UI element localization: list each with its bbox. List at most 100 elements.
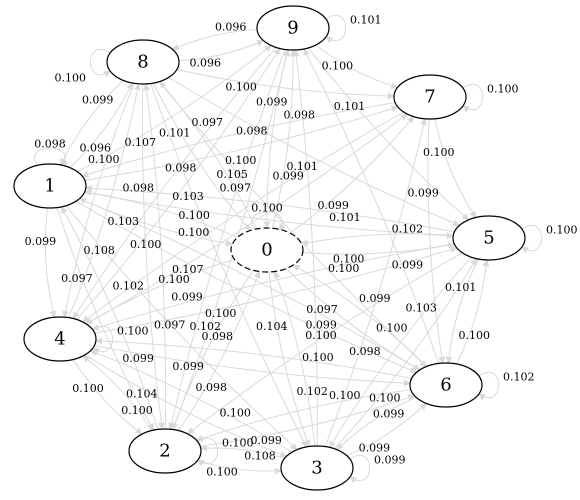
edge-weight-9-to-8: 0.096 [215, 21, 247, 34]
node-1: 1 [13, 163, 87, 209]
edge-weight-7-to-4: 0.101 [286, 160, 318, 173]
edge-7-to-6 [427, 118, 446, 364]
edge-6-to-4 [95, 337, 412, 379]
edge-weight-0-to-5: 0.100 [333, 253, 365, 266]
node-9-ellipse [256, 5, 330, 51]
edge-weight-6-to-1: 0.097 [306, 303, 338, 316]
node-4-label: 4 [54, 329, 65, 350]
edge-3-to-5 [334, 258, 477, 450]
edge-6-to-0 [292, 264, 428, 367]
edge-7-to-1 [81, 102, 396, 178]
node-0-label: 0 [261, 240, 272, 261]
edge-8-to-2 [141, 83, 165, 430]
node-3-ellipse [280, 445, 354, 491]
edge-weight-4-to-5: 0.102 [190, 320, 222, 333]
edge-1-to-5 [84, 191, 454, 240]
edge-weight-1-to-2: 0.097 [61, 272, 93, 285]
node-6: 6 [409, 362, 483, 408]
edge-weight-5-to-4: 0.100 [328, 262, 360, 275]
edge-3-to-2 [200, 444, 285, 459]
edge-weight-8-to-1: 0.099 [82, 93, 114, 106]
edge-weight-3-to-7: 0.098 [349, 345, 381, 358]
node-8: 8 [106, 39, 180, 85]
edge-0-to-5 [302, 241, 456, 255]
edge-weight-1-to-0: 0.103 [108, 215, 140, 228]
self-loop-6 [478, 371, 499, 401]
node-0: 0 [230, 227, 304, 273]
edge-weight-2-to-8: 0.097 [154, 318, 186, 331]
edge-weight-1-to-9: 0.107 [125, 136, 157, 149]
self-loop-8 [90, 48, 111, 78]
edge-1-to-6 [75, 200, 418, 374]
node-0-ellipse [230, 227, 304, 273]
edge-weight-8-to-7: 0.100 [225, 80, 257, 93]
edge-weight-4-to-3: 0.104 [126, 388, 158, 401]
self-loop-7 [462, 83, 483, 113]
node-1-label: 1 [44, 176, 55, 197]
edge-weight-6-to-3: 0.099 [373, 408, 405, 421]
node-7-ellipse [393, 74, 467, 120]
edge-weight-8-to-0: 0.101 [159, 127, 191, 140]
edge-weight-8-to-5: 0.098 [236, 124, 268, 137]
edge-weight-9-to-5: 0.101 [334, 100, 366, 113]
edge-weight-9-to-2: 0.100 [225, 154, 257, 167]
edge-5-to-6 [445, 258, 479, 364]
edge-weight-5-to-0: 0.102 [392, 222, 424, 235]
edge-weight-2-to-0: 0.098 [196, 381, 228, 394]
edge-weight-4-to-9: 0.100 [130, 238, 162, 251]
edge-weight-0-to-6: 0.099 [305, 319, 337, 332]
edge-weight-0-to-8: 0.097 [220, 182, 252, 195]
edge-weight-5-to-6: 0.101 [445, 281, 477, 294]
self-loop-weight-6: 0.102 [503, 371, 535, 384]
edge-0-to-1 [84, 189, 238, 238]
edge-3-to-6 [346, 402, 427, 457]
self-loop-weight-8: 0.100 [55, 72, 87, 85]
self-loop-weight-2: 0.100 [222, 437, 254, 450]
edge-weight-2-to-3: 0.100 [206, 465, 238, 478]
edge-0-to-8 [159, 80, 258, 230]
edge-0-to-4 [85, 258, 235, 325]
edge-weight-5-to-1: 0.101 [329, 211, 361, 224]
self-loop-1 [34, 147, 69, 167]
edge-1-to-2 [56, 207, 154, 431]
edge-0-to-9 [271, 49, 297, 229]
edge-weight-0-to-4: 0.099 [171, 291, 203, 304]
edge-6-to-5 [456, 259, 490, 365]
self-loop-4 [92, 325, 113, 355]
edge-weight-1-to-3: 0.102 [113, 280, 145, 293]
edge-9-to-2 [168, 49, 286, 430]
edge-2-to-0 [178, 270, 261, 431]
edge-weight-8-to-9: 0.096 [190, 56, 222, 69]
edge-weight-8-to-3: 0.103 [172, 190, 204, 203]
edge-4-to-2 [72, 359, 143, 435]
edge-weight-2-to-4: 0.100 [121, 404, 153, 417]
edge-3-to-9 [292, 49, 318, 447]
edge-5-to-4 [91, 243, 455, 331]
node-6-label: 6 [440, 375, 451, 396]
node-4-ellipse [23, 316, 97, 362]
self-loop-weight-7: 0.100 [487, 83, 519, 96]
edge-weight-2-to-1: 0.099 [122, 352, 154, 365]
edge-0-to-3 [268, 271, 311, 448]
edge-1-to-8 [69, 82, 133, 168]
edge-8-to-3 [150, 83, 307, 448]
self-loop-weight-3: 0.099 [374, 454, 406, 467]
edge-weight-7-to-1: 0.098 [284, 108, 316, 121]
edge-9-to-4 [72, 47, 277, 320]
node-7-label: 7 [424, 87, 435, 108]
edge-1-to-7 [84, 105, 399, 181]
self-loop-weight-5: 0.100 [546, 224, 578, 237]
node-2-label: 2 [159, 441, 170, 462]
edge-7-to-4 [82, 111, 404, 323]
edge-weight-3-to-4: 0.100 [219, 406, 251, 419]
node-2-ellipse [128, 428, 202, 474]
edge-weight-0-to-1: 0.100 [178, 226, 210, 239]
edge-weight-5-to-2: 0.099 [359, 292, 391, 305]
node-1-ellipse [13, 163, 87, 209]
edge-5-to-3 [329, 256, 472, 448]
edge-5-to-2 [186, 252, 463, 435]
edge-weight-6-to-4: 0.100 [302, 351, 334, 364]
edge-1-to-9 [77, 45, 272, 173]
edge-weight-1-to-4: 0.099 [25, 235, 57, 248]
edge-label-layer: 0.096 0.096 0.105 0.107 0.099 0.096 0.103 0.100… [25, 14, 578, 479]
